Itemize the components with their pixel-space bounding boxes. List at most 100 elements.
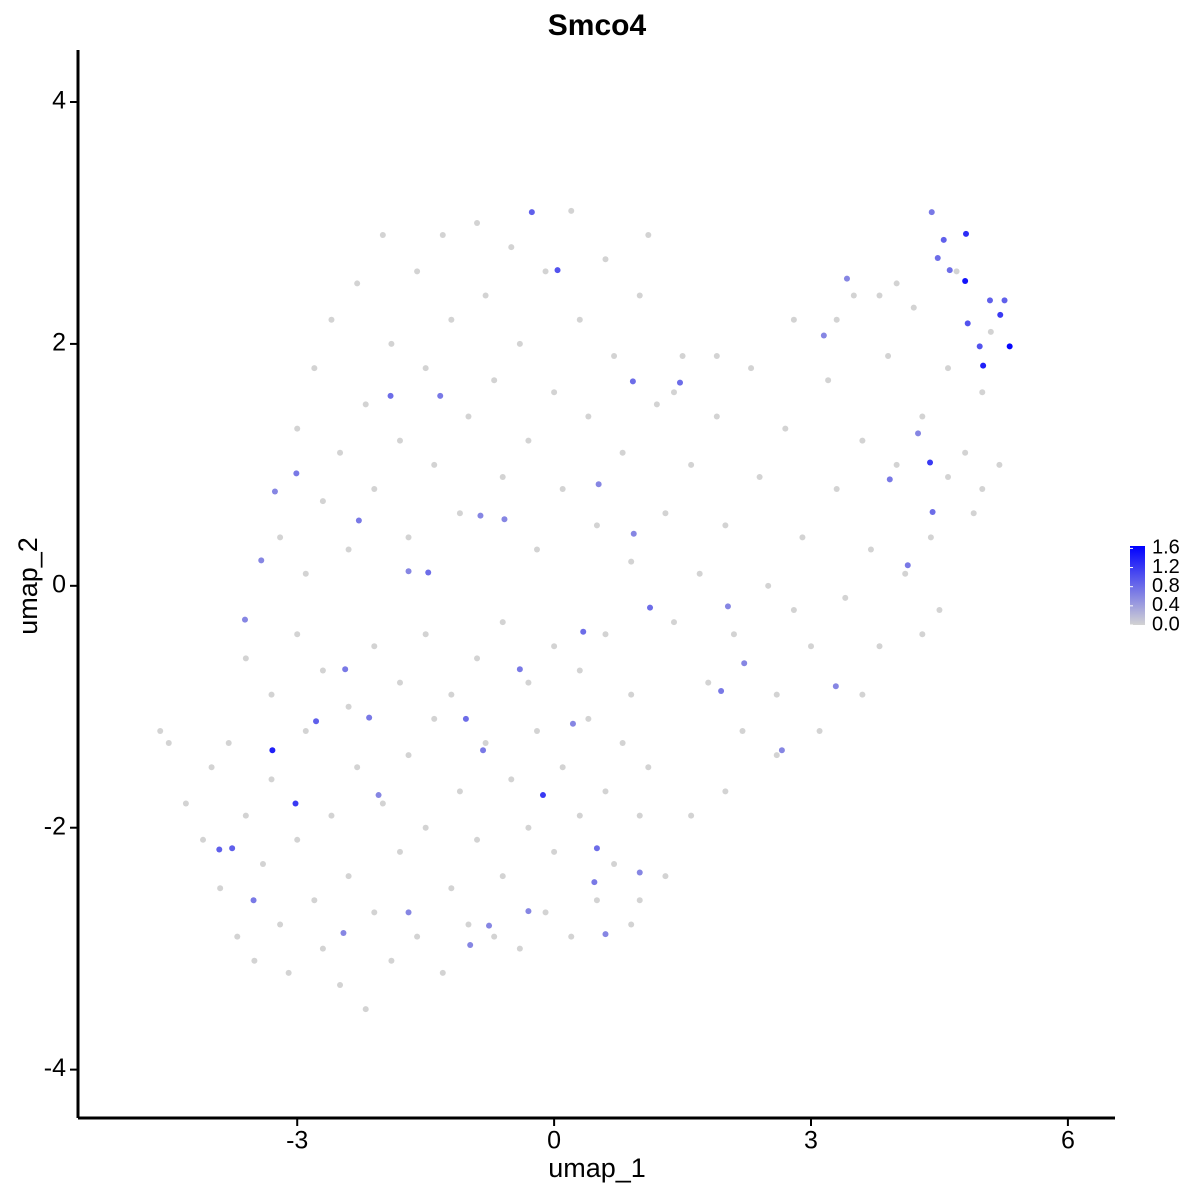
cell-point (748, 365, 755, 372)
cell-point (422, 824, 429, 831)
cell-point (619, 449, 626, 456)
cell-point (628, 558, 635, 565)
cell-point (936, 607, 943, 614)
cell-point (850, 292, 857, 299)
cell-point (375, 792, 382, 799)
cell-point (405, 752, 412, 759)
cell-point (328, 316, 335, 323)
cell-point (790, 316, 797, 323)
cell-point (662, 873, 669, 880)
cell-point (963, 230, 970, 237)
cell-point (482, 740, 489, 747)
cell-point (379, 232, 386, 239)
cell-point (292, 800, 299, 807)
color-bar-label: 0.8 (1152, 575, 1180, 597)
cell-point (790, 607, 797, 614)
cell-point (431, 715, 438, 722)
cell-point (782, 425, 789, 432)
cell-point (387, 392, 394, 399)
cell-point (867, 546, 874, 553)
cell-point (832, 683, 839, 690)
cell-point (516, 340, 523, 347)
cell-point (679, 353, 686, 360)
cell-point (208, 764, 215, 771)
cell-point (354, 280, 361, 287)
cell-point (486, 922, 493, 929)
color-bar-label: 0.0 (1152, 613, 1180, 635)
cell-point (388, 340, 395, 347)
cell-point (465, 921, 472, 928)
y-tick-label: -2 (44, 812, 66, 840)
cell-point (371, 643, 378, 650)
cell-point (525, 437, 532, 444)
cell-point (986, 297, 993, 304)
cell-point (313, 718, 320, 725)
cell-point (396, 848, 403, 855)
cell-point (542, 268, 549, 275)
cell-point (653, 401, 660, 408)
y-tick-label: 0 (52, 570, 66, 598)
cell-point (319, 945, 326, 952)
cell-point (342, 666, 349, 673)
cell-point (250, 897, 257, 904)
cell-point (602, 788, 609, 795)
cell-point (602, 931, 609, 938)
cell-point (893, 461, 900, 468)
cell-point (362, 401, 369, 408)
cell-point (216, 846, 223, 853)
cell-point (886, 476, 893, 483)
cell-point (340, 929, 347, 936)
cell-point (595, 481, 602, 488)
cell-point (499, 619, 506, 626)
cell-point (630, 530, 637, 537)
cell-point (559, 764, 566, 771)
cell-point (165, 740, 172, 747)
cell-point (405, 534, 412, 541)
cell-point (902, 570, 909, 577)
cell-point (345, 546, 352, 553)
cell-point (962, 449, 969, 456)
cell-point (431, 461, 438, 468)
color-bar-label: 1.6 (1152, 537, 1180, 559)
cell-point (456, 788, 463, 795)
cell-point (437, 392, 444, 399)
cell-point (268, 776, 275, 783)
chart-title: Smco4 (548, 9, 647, 42)
cell-point (405, 909, 412, 916)
cell-point (833, 316, 840, 323)
cell-point (525, 824, 532, 831)
x-tick-label: -3 (286, 1127, 308, 1155)
y-axis-title: umap_2 (13, 537, 43, 635)
cell-point (480, 747, 487, 754)
cell-point (953, 268, 960, 275)
cell-point (713, 413, 720, 420)
cell-point (636, 812, 643, 819)
cell-point (242, 812, 249, 819)
cell-point (319, 667, 326, 674)
cell-point (876, 292, 883, 299)
cell-point (647, 604, 654, 611)
cell-point (554, 267, 561, 274)
cell-point (676, 379, 683, 386)
cell-point (940, 236, 947, 243)
cell-point (482, 292, 489, 299)
cell-point (539, 792, 546, 799)
cell-point (422, 631, 429, 638)
cell-point (294, 836, 301, 843)
cell-point (964, 320, 971, 327)
cell-point (533, 727, 540, 734)
cell-point (225, 740, 232, 747)
cell-point (200, 836, 207, 843)
cell-point (696, 570, 703, 577)
cell-point (525, 679, 532, 686)
cell-point (611, 861, 618, 868)
x-tick-label: 0 (547, 1127, 561, 1155)
cell-point (229, 845, 236, 852)
cell-point (962, 278, 969, 285)
cell-point (739, 727, 746, 734)
cell-point (277, 921, 284, 928)
cell-point (808, 643, 815, 650)
cell-point (456, 510, 463, 517)
cell-point (414, 268, 421, 275)
